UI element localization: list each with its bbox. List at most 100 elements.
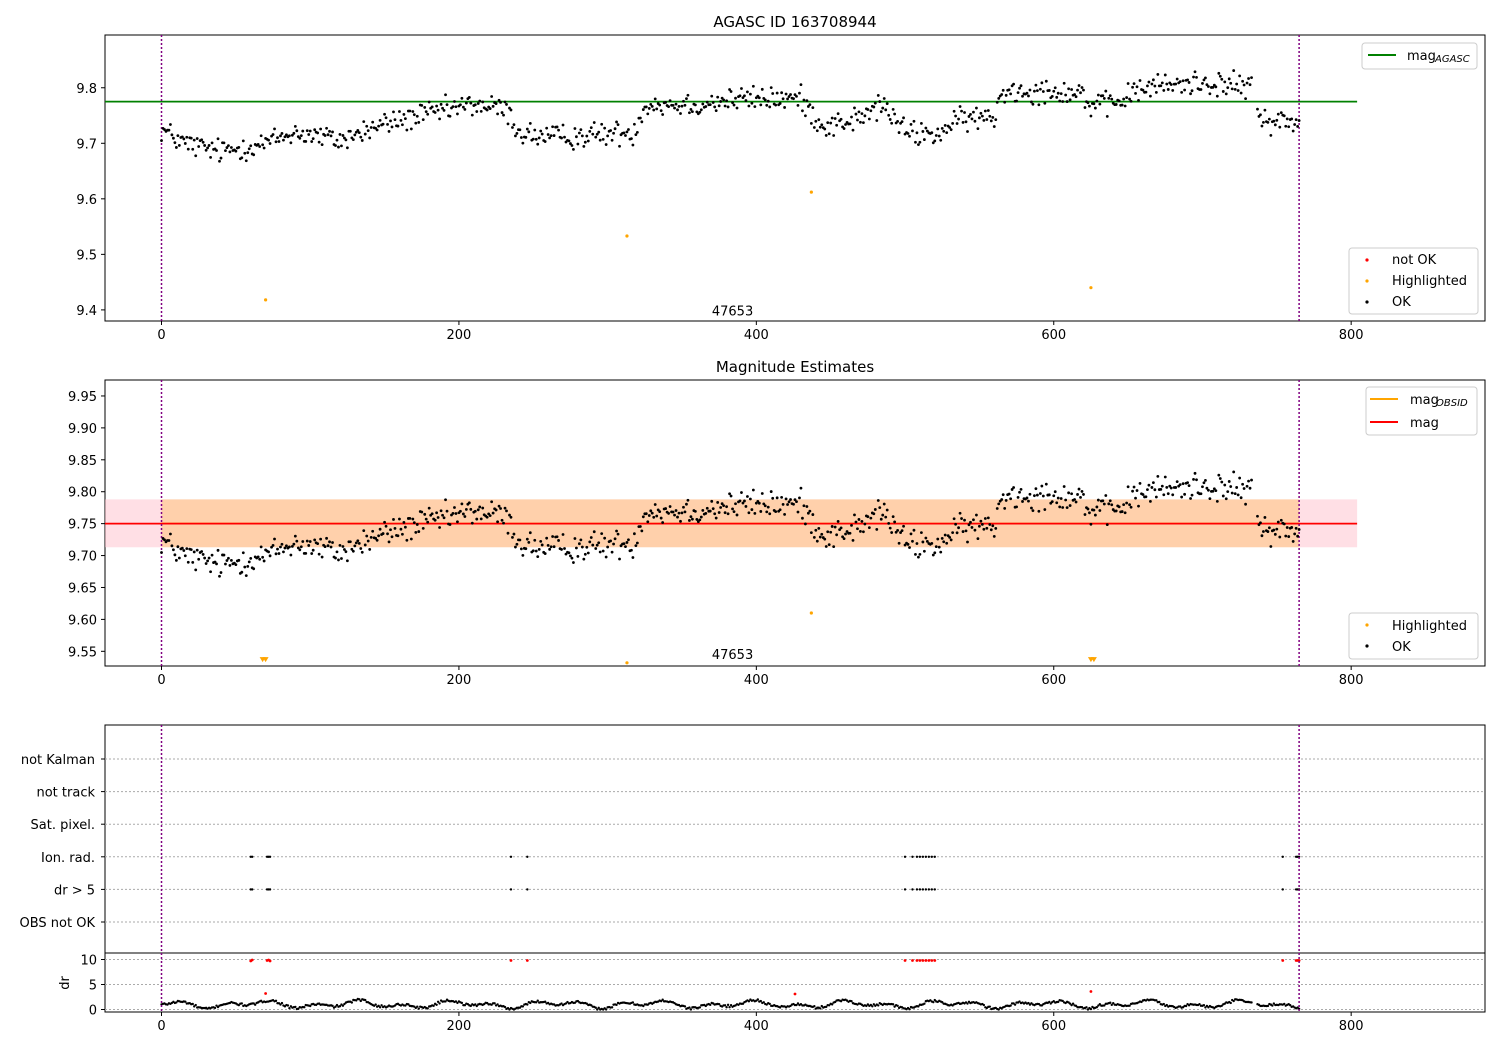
ok-point [988, 523, 992, 526]
ok-point [409, 127, 413, 131]
dr-point [416, 1005, 419, 1008]
ok-point [348, 540, 352, 544]
dr-point [661, 998, 664, 1001]
ok-point [1027, 499, 1030, 503]
ok-point [389, 119, 392, 123]
estimates-y-tick-label: 9.75 [68, 518, 97, 533]
ok-point [500, 111, 504, 114]
ok-point [1266, 530, 1270, 533]
dr-point [213, 1006, 217, 1010]
ok-point [958, 105, 962, 108]
ok-point [497, 504, 501, 508]
ok-point [732, 103, 736, 107]
ok-point [209, 155, 212, 159]
ok-point [869, 109, 873, 113]
ok-point [659, 109, 663, 113]
ok-point [399, 527, 403, 531]
ok-point [686, 93, 690, 97]
ok-point [210, 553, 214, 557]
ok-point [766, 505, 770, 509]
ok-point [891, 108, 895, 111]
ok-point [1250, 478, 1253, 482]
agasc-obsid-label: 47653 [712, 304, 753, 319]
ok-point [1207, 85, 1210, 88]
ok-point [1166, 88, 1170, 91]
ok-point [688, 111, 691, 115]
ok-point [325, 536, 328, 540]
ok-point [851, 539, 855, 542]
ok-point [365, 124, 369, 128]
dr-point [404, 1004, 407, 1007]
ok-point [729, 494, 733, 498]
ok-point [417, 530, 421, 533]
ok-point [652, 108, 656, 112]
ok-point [490, 95, 494, 98]
ok-point [809, 531, 813, 535]
ok-point [299, 134, 303, 138]
ok-point [1059, 92, 1063, 96]
ok-point [374, 536, 378, 540]
ok-point [378, 118, 382, 122]
ok-point [243, 565, 247, 569]
ok-point [1077, 487, 1081, 491]
ok-point [1129, 99, 1133, 103]
ok-point [292, 131, 296, 135]
estimates-x-tick-label: 400 [744, 673, 769, 688]
ok-point [909, 532, 913, 536]
ok-point [683, 510, 687, 514]
ok-point [1105, 523, 1109, 527]
ok-point [802, 504, 806, 508]
ok-point [580, 134, 584, 138]
ok-point [1293, 532, 1297, 536]
clipped-marker [262, 657, 269, 663]
agasc-y-tick-label: 9.8 [76, 82, 97, 97]
ok-point [839, 526, 843, 530]
ok-point [1262, 120, 1265, 124]
ok-point [975, 106, 978, 110]
ok-point [430, 512, 434, 516]
ok-point [326, 544, 330, 548]
ok-point [271, 544, 275, 547]
ok-point [948, 535, 952, 539]
ok-point [402, 520, 406, 524]
ok-point [710, 499, 714, 503]
dr-point [1109, 1001, 1112, 1004]
ok-point [1088, 104, 1091, 108]
ok-point [634, 544, 638, 548]
ok-point [313, 128, 317, 132]
ok-point [258, 557, 262, 561]
ok-point [1058, 505, 1062, 509]
flag-point [924, 888, 928, 891]
ok-point [716, 501, 720, 504]
ok-point [469, 101, 473, 105]
ok-point [973, 119, 977, 123]
ok-point [989, 119, 993, 123]
ok-point [174, 558, 178, 562]
ok-point [293, 534, 297, 538]
ok-point [160, 139, 163, 143]
ok-point [1070, 492, 1073, 496]
ok-point [423, 512, 427, 516]
ok-point [917, 555, 920, 559]
ok-point [1193, 471, 1197, 475]
ok-point [809, 121, 813, 125]
ok-point [509, 515, 513, 519]
ok-point [1096, 498, 1100, 502]
ok-point [1074, 95, 1078, 99]
ok-point [414, 530, 418, 534]
ok-point [1098, 509, 1102, 512]
ok-point [872, 512, 876, 516]
ok-point [1250, 76, 1253, 80]
ok-point [964, 120, 968, 124]
ok-point [570, 556, 574, 560]
ok-point [1242, 487, 1246, 490]
ok-point [279, 545, 282, 549]
ok-point [1217, 71, 1221, 75]
dr-point [1250, 1001, 1253, 1004]
estimates-legend-magobsid-sub: OBSID [1436, 398, 1468, 409]
ok-point [588, 540, 592, 544]
ok-point [182, 549, 186, 552]
agasc-x-tick-label: 400 [744, 328, 769, 343]
ok-point [963, 518, 966, 522]
ok-point [915, 131, 919, 135]
